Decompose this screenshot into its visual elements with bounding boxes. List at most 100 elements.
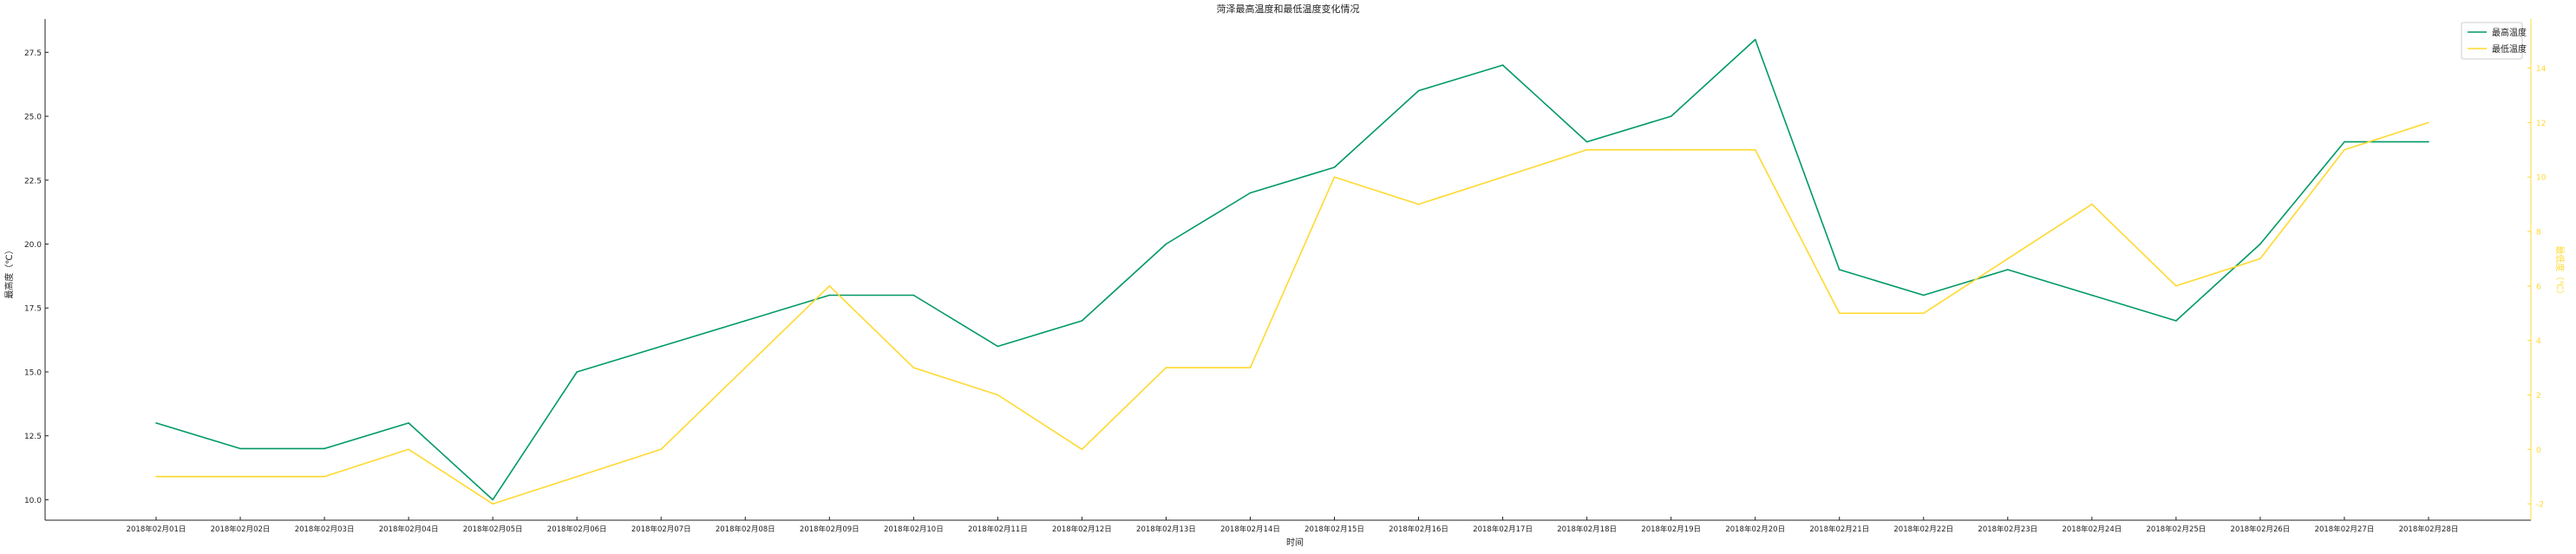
right-tick-label: -2 xyxy=(2536,501,2544,510)
data-point-low xyxy=(912,367,915,368)
left-tick-label: 25.0 xyxy=(24,114,42,122)
data-point-low xyxy=(492,503,494,505)
data-point-low xyxy=(1417,203,1420,205)
data-point-low xyxy=(1585,148,1588,151)
data-point-low xyxy=(1249,367,1252,368)
right-tick-label: 4 xyxy=(2536,337,2541,346)
right-tick-label: 8 xyxy=(2536,229,2541,238)
legend: 最高温度 最低温度 xyxy=(2461,22,2527,60)
x-axis: 2018年02月01日 2018年02月02日 2018年02月03日 2018年02… xyxy=(127,517,2459,534)
left-y-axis: 10.0 12.5 15.0 17.5 20.0 22.5 25.0 27.5 xyxy=(24,49,49,505)
data-point-high xyxy=(2007,269,2009,270)
data-point-high xyxy=(2175,320,2177,322)
data-point-low xyxy=(828,285,831,287)
data-point-high xyxy=(1670,115,1672,117)
x-tick-label: 2018年02月09日 xyxy=(800,525,860,534)
data-point-high xyxy=(744,320,747,322)
right-tick-label: 0 xyxy=(2536,446,2541,455)
series-layer xyxy=(155,38,2429,505)
chart-title: 菏泽最高温度和最低温度变化情况 xyxy=(1217,3,1360,15)
data-point-low xyxy=(2428,121,2429,124)
data-point-low xyxy=(1838,312,1840,315)
plot-frame xyxy=(44,19,2532,521)
legend-label-high: 最高温度 xyxy=(2492,27,2527,38)
data-point-high xyxy=(155,422,157,424)
x-axis-label: 时间 xyxy=(1286,537,1304,548)
data-point-low xyxy=(2344,148,2345,151)
data-point-low xyxy=(1165,367,1167,368)
right-tick-label: 14 xyxy=(2536,65,2547,74)
series-line-low xyxy=(156,121,2429,505)
x-tick-label: 2018年02月05日 xyxy=(463,525,523,534)
data-point-high xyxy=(239,447,241,450)
left-tick-label: 15.0 xyxy=(24,368,42,377)
data-point-low xyxy=(408,448,409,451)
legend-label-low: 最低温度 xyxy=(2492,43,2527,55)
data-point-low xyxy=(1754,148,1756,151)
x-tick-label: 2018年02月04日 xyxy=(379,525,439,534)
x-tick-label: 2018年02月27日 xyxy=(2315,525,2375,534)
left-tick-label: 22.5 xyxy=(24,177,42,186)
data-point-high xyxy=(1417,89,1420,92)
left-tick-label: 10.0 xyxy=(24,497,42,505)
data-point-high xyxy=(1754,38,1756,41)
data-point-low xyxy=(2175,285,2177,287)
data-point-low xyxy=(576,475,578,478)
data-point-high xyxy=(828,294,831,297)
data-point-high xyxy=(2344,140,2345,143)
data-point-high xyxy=(1081,320,1083,322)
data-point-low xyxy=(1333,176,1336,178)
data-point-low xyxy=(997,394,999,396)
right-tick-label: 12 xyxy=(2536,120,2546,128)
data-point-high xyxy=(576,371,578,373)
x-tick-label: 2018年02月10日 xyxy=(884,525,944,534)
left-tick-label: 27.5 xyxy=(24,49,42,58)
data-point-low xyxy=(660,448,663,451)
data-point-high xyxy=(1249,192,1252,194)
x-tick-label: 2018年02月07日 xyxy=(631,525,691,534)
data-point-low xyxy=(155,475,157,478)
right-y-axis-label: 最低度（℃） xyxy=(2554,245,2566,298)
left-y-axis-label: 最高度（℃） xyxy=(3,245,15,298)
data-point-high xyxy=(1838,269,1840,270)
data-point-high xyxy=(660,345,663,348)
left-tick-label: 20.0 xyxy=(24,241,42,250)
data-point-low xyxy=(1670,148,1672,151)
data-point-high xyxy=(912,294,915,297)
x-tick-label: 2018年02月18日 xyxy=(1557,525,1617,534)
x-tick-label: 2018年02月23日 xyxy=(1978,525,2037,534)
data-point-high xyxy=(2091,294,2093,297)
x-tick-label: 2018年02月19日 xyxy=(1641,525,1701,534)
x-tick-label: 2018年02月03日 xyxy=(295,525,355,534)
data-point-low xyxy=(324,475,325,478)
x-tick-label: 2018年02月01日 xyxy=(127,525,186,534)
x-tick-label: 2018年02月22日 xyxy=(1893,525,1953,534)
data-point-low xyxy=(1922,312,1925,315)
x-tick-label: 2018年02月28日 xyxy=(2399,525,2459,534)
data-point-low xyxy=(2091,203,2093,205)
data-point-high xyxy=(1585,140,1588,143)
x-tick-label: 2018年02月12日 xyxy=(1052,525,1112,534)
data-point-low xyxy=(2259,257,2261,260)
data-point-low xyxy=(2007,257,2009,260)
x-tick-label: 2018年02月25日 xyxy=(2147,525,2207,534)
data-point-high xyxy=(408,422,409,424)
x-tick-label: 2018年02月06日 xyxy=(547,525,607,534)
data-point-high xyxy=(324,447,325,450)
data-point-low xyxy=(239,475,241,478)
data-point-high xyxy=(1165,243,1167,245)
x-tick-label: 2018年02月20日 xyxy=(1725,525,1785,534)
data-point-low xyxy=(1501,176,1504,178)
x-tick-label: 2018年02月08日 xyxy=(716,525,775,534)
right-tick-label: 6 xyxy=(2536,283,2541,291)
data-point-high xyxy=(997,345,999,348)
data-point-high xyxy=(1922,294,1925,297)
x-tick-label: 2018年02月16日 xyxy=(1389,525,1448,534)
series-line-high xyxy=(155,38,2429,501)
right-tick-label: 2 xyxy=(2536,392,2541,401)
x-tick-label: 2018年02月11日 xyxy=(968,525,1028,534)
data-point-high xyxy=(492,499,494,501)
left-tick-label: 12.5 xyxy=(24,433,42,441)
data-point-high xyxy=(1501,64,1504,66)
